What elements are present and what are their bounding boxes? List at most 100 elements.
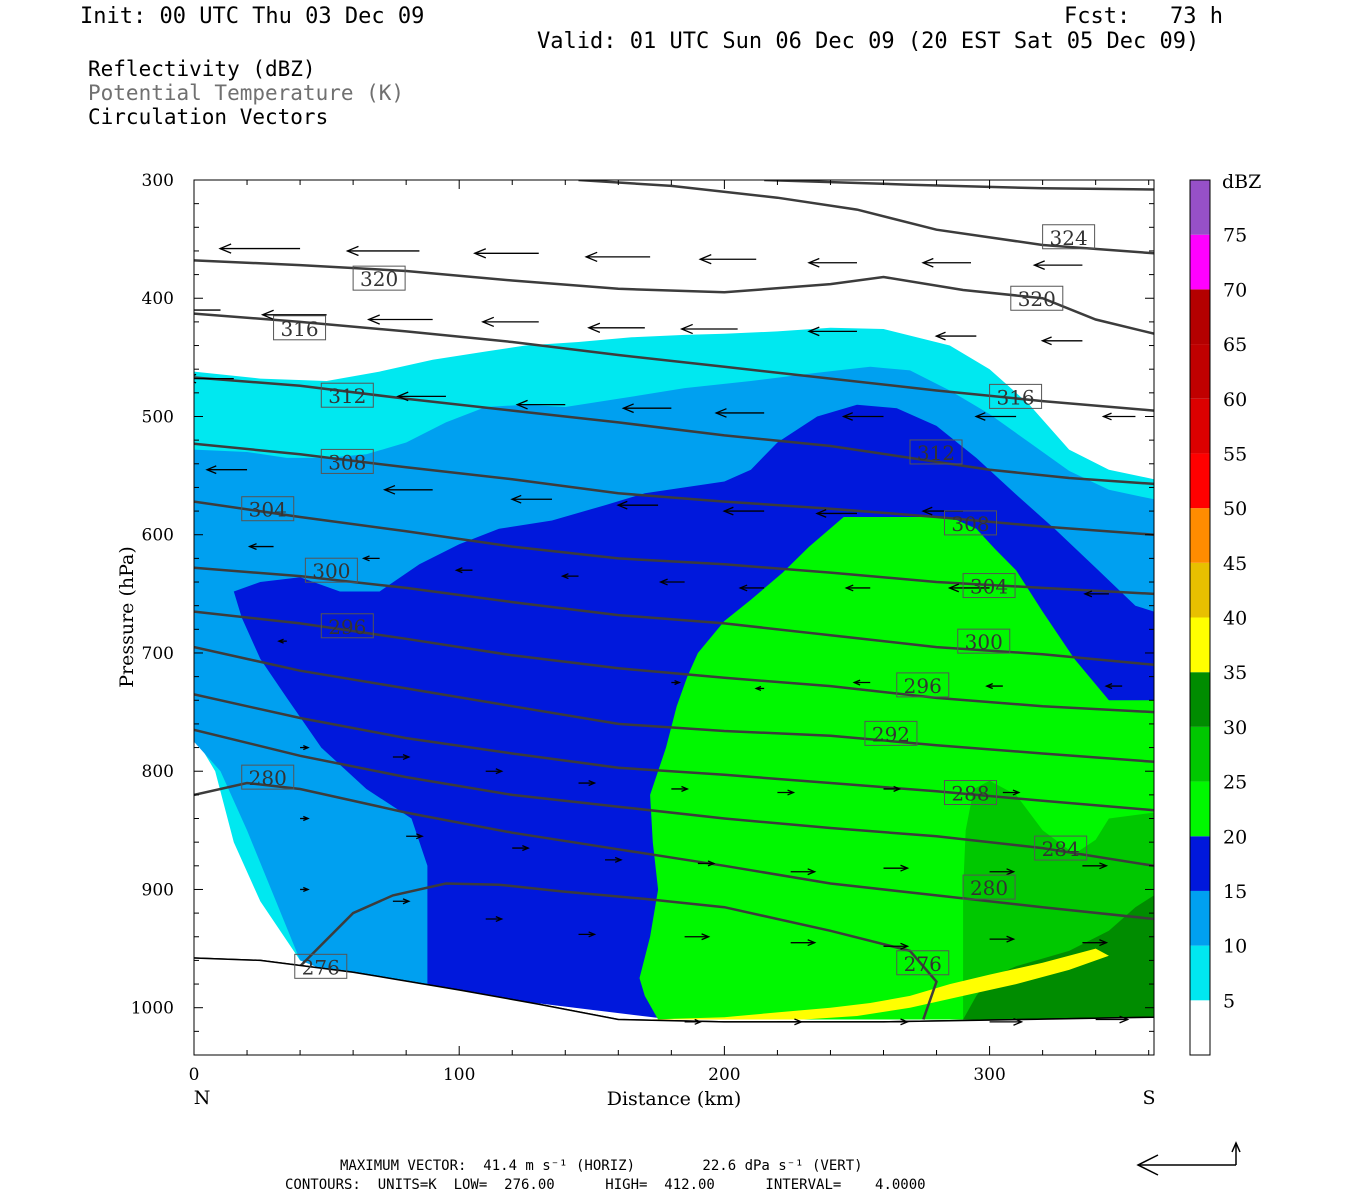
colorbar-label-20: 20	[1223, 826, 1247, 848]
y-tick-label-700: 700	[142, 644, 174, 664]
theta-label-300-13: 300	[965, 630, 1003, 654]
legend-circulation-vectors: Circulation Vectors	[88, 105, 329, 129]
colorbar-label-70: 70	[1223, 279, 1247, 301]
theta-label-box-11	[962, 573, 1016, 599]
vector-arrow-47	[754, 685, 765, 692]
vector-arrow-60	[300, 815, 310, 822]
y-tick-label-1000: 1000	[131, 999, 174, 1019]
vector-arrow-56	[777, 789, 796, 796]
vector-arrow-57	[883, 785, 902, 792]
vector-arrow-35	[454, 567, 473, 574]
theta-label-box-7	[909, 439, 963, 465]
colorbar: 5 10 15 20 25 30 35 40 45 50 55 60 65 70 75	[1189, 179, 1247, 1056]
theta-contour-296-14	[194, 610, 1154, 714]
colorbar-swatch-13	[1190, 289, 1210, 345]
theta-contour-308-8	[194, 442, 1154, 536]
vector-arrow-71	[485, 915, 504, 923]
vector-arrow-80	[883, 1018, 910, 1026]
vector-arrow-28	[510, 494, 553, 504]
legend-potential-temperature: Potential Temperature (K)	[88, 81, 405, 105]
colorbar-label-40: 40	[1223, 608, 1247, 630]
vector-arrow-30	[722, 506, 765, 516]
vector-arrow-15	[807, 326, 857, 337]
vector-arrow-12	[481, 316, 539, 328]
colorbar-frame	[1189, 179, 1211, 1056]
circulation-vectors	[114, 240, 1136, 1026]
colorbar-label-65: 65	[1223, 334, 1247, 356]
theta-contour-304-10	[194, 500, 1154, 596]
x-tick-label-200: 200	[708, 1065, 740, 1085]
vector-arrow-51	[300, 744, 310, 751]
vector-arrow-21	[621, 403, 672, 414]
vector-arrow-6	[807, 257, 857, 268]
vector-arrow-69	[300, 886, 310, 893]
colorbar-swatch-14	[1190, 234, 1210, 290]
vector-arrow-16	[934, 331, 977, 341]
vector-arrow-5	[698, 254, 757, 265]
colorbar-swatch-3	[1190, 836, 1210, 891]
theta-label-284-18: 284	[1042, 837, 1080, 861]
colorbar-swatch-15	[1190, 180, 1210, 235]
theta-label-300-12: 300	[312, 559, 350, 583]
surface-line	[194, 957, 1154, 1055]
vector-arrow-33	[247, 543, 274, 551]
theta-label-320-2: 320	[360, 267, 398, 291]
vector-arrow-0	[114, 240, 194, 249]
theta-label-box-2	[352, 265, 406, 291]
vector-arrow-55	[671, 785, 690, 792]
vector-arrow-62	[512, 845, 530, 852]
theta-label-316-5: 316	[996, 385, 1034, 409]
vector-arrow-25	[1101, 412, 1136, 421]
theta-label-box-8	[320, 448, 374, 474]
vector-arrow-13	[587, 322, 645, 333]
colorbar-swatch-8	[1190, 562, 1210, 618]
vector-arrow-42	[277, 638, 287, 644]
vector-arrow-4	[584, 251, 651, 263]
theta-label-box-10	[241, 496, 295, 522]
theta-label-296-15: 296	[904, 674, 942, 698]
vector-arrow-73	[684, 933, 711, 941]
theta-label-box-14	[320, 613, 374, 639]
colorbar-label-60: 60	[1223, 389, 1247, 411]
vector-arrow-36	[560, 573, 579, 580]
vector-arrow-76	[989, 935, 1016, 943]
vector-arrow-52	[392, 753, 411, 761]
theta-contour-312-6	[194, 376, 1154, 486]
theta-label-box-13	[957, 628, 1011, 654]
colorbar-label-5: 5	[1223, 990, 1235, 1012]
vector-arrow-79	[777, 1018, 804, 1026]
legend-reflectivity: Reflectivity (dBZ)	[88, 57, 316, 81]
x-tick-label-0: 0	[189, 1065, 200, 1085]
theta-label-292-16: 292	[872, 722, 910, 746]
theta-contour-292-16	[194, 645, 1154, 764]
vector-arrow-17	[1040, 336, 1083, 346]
theta-contour-288-17	[194, 693, 1154, 812]
vector-arrow-34	[361, 555, 380, 562]
vector-arrow-26	[205, 465, 248, 475]
vector-arrow-58	[1002, 789, 1021, 796]
footer-max-vector: MAXIMUM VECTOR: 41.4 m s⁻¹ (HORIZ) 22.6 …	[340, 1158, 863, 1174]
plot-frame	[193, 179, 1155, 1056]
init-time: Init: 00 UTC Thu 03 Dec 09	[80, 4, 425, 29]
y-tick-label-900: 900	[142, 880, 174, 900]
reflectivity-region-30dbz-5	[963, 895, 1154, 1020]
vector-arrow-22	[714, 408, 765, 418]
max-vector-arrow-icon	[1136, 1141, 1241, 1176]
theta-label-312-6: 312	[328, 384, 366, 408]
theta-label-296-14: 296	[328, 615, 366, 639]
theta-label-box-18	[1034, 835, 1088, 861]
vector-arrow-41	[1083, 590, 1109, 598]
vector-arrow-40	[947, 583, 990, 593]
vector-arrow-23	[841, 412, 884, 421]
theta-label-304-11: 304	[970, 575, 1008, 599]
x-tick-label-300: 300	[973, 1065, 1005, 1085]
colorbar-swatch-5	[1190, 726, 1210, 782]
colorbar-swatch-6	[1190, 672, 1210, 727]
colorbar-label-45: 45	[1223, 553, 1247, 575]
theta-label-box-15	[896, 672, 950, 698]
vector-arrow-1	[218, 243, 301, 254]
vector-arrow-14	[679, 323, 738, 335]
theta-label-276-22: 276	[904, 952, 942, 976]
vector-arrow-70	[392, 898, 411, 905]
